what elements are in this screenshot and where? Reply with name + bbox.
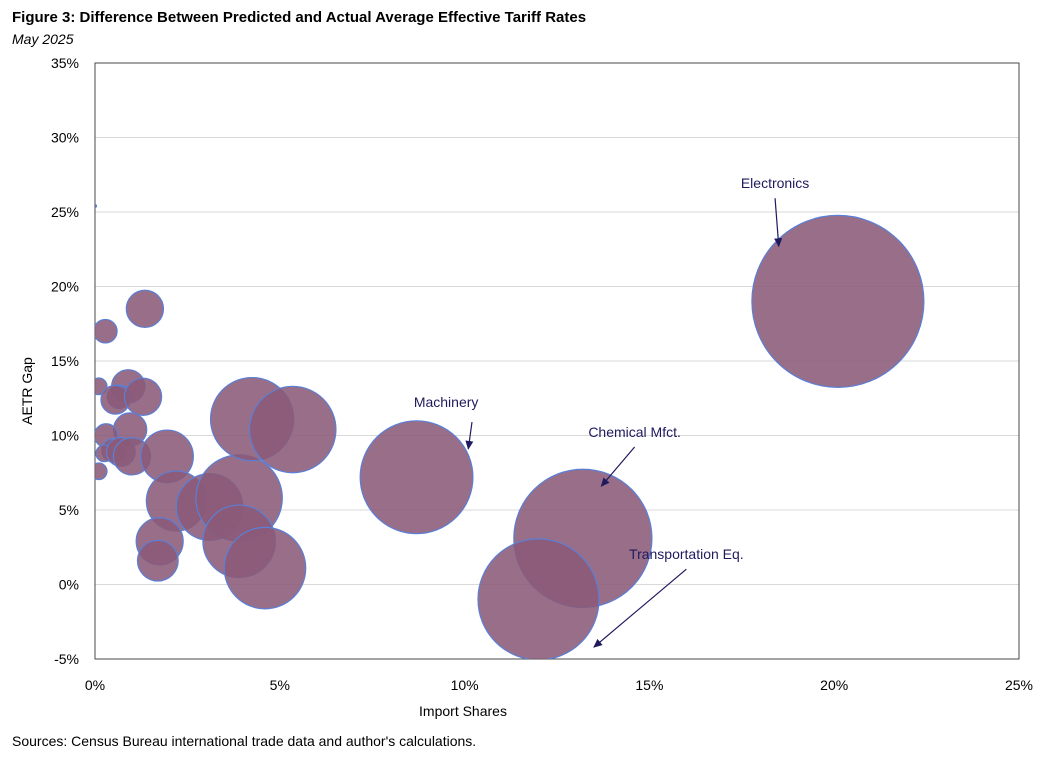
bubble bbox=[136, 539, 179, 582]
annotations: Electronics Machinery Chemical Mfct. Transp… bbox=[414, 175, 809, 648]
y-tick-label: 25% bbox=[51, 204, 79, 220]
x-tick-label: 0% bbox=[85, 677, 105, 693]
annotation-arrow bbox=[593, 568, 687, 648]
bubble bbox=[123, 377, 163, 416]
bubble-machinery bbox=[359, 420, 474, 535]
y-tick-label: 30% bbox=[51, 130, 79, 146]
annotation-arrow bbox=[774, 198, 783, 248]
x-tick-label: 10% bbox=[451, 677, 479, 693]
y-axis-label: AETR Gap bbox=[19, 357, 35, 425]
y-tick-label: 15% bbox=[51, 353, 79, 369]
annotation-arrow bbox=[465, 422, 474, 450]
x-axis-label: Import Shares bbox=[419, 703, 507, 719]
bubble bbox=[248, 385, 337, 474]
x-tick-label: 20% bbox=[820, 677, 848, 693]
bubble bbox=[223, 526, 307, 610]
x-tick-label: 5% bbox=[270, 677, 290, 693]
bubble-series bbox=[95, 203, 925, 659]
plot-area bbox=[94, 62, 1020, 660]
bubble bbox=[95, 203, 98, 209]
x-tick-label: 15% bbox=[635, 677, 663, 693]
y-tick-label: -5% bbox=[54, 651, 79, 667]
bubble bbox=[95, 462, 108, 481]
annotation-label: Electronics bbox=[741, 175, 809, 191]
bubble bbox=[125, 289, 165, 329]
annotation-label: Transportation Eq. bbox=[629, 546, 744, 562]
y-tick-label: 5% bbox=[59, 502, 79, 518]
chart-title: Figure 3: Difference Between Predicted a… bbox=[12, 9, 587, 26]
bubble-transportation-eq bbox=[477, 538, 600, 659]
y-tick-label: 20% bbox=[51, 279, 79, 295]
annotation-label: Chemical Mfct. bbox=[588, 424, 681, 440]
annotation-arrow bbox=[600, 446, 636, 487]
y-tick-label: 35% bbox=[51, 55, 79, 71]
x-axis-ticks: 0% 5% 10% 15% 20% 25% bbox=[85, 677, 1033, 693]
y-tick-label: 0% bbox=[59, 577, 79, 593]
annotation-label: Machinery bbox=[414, 394, 479, 410]
bubble bbox=[95, 318, 118, 344]
chart-subtitle: May 2025 bbox=[12, 31, 74, 47]
bubble-electronics bbox=[751, 214, 925, 388]
x-tick-label: 25% bbox=[1005, 677, 1033, 693]
y-axis-ticks: -5% 0% 5% 10% 15% 20% 25% 30% 35% bbox=[51, 55, 79, 667]
y-tick-label: 10% bbox=[51, 428, 79, 444]
source-note: Sources: Census Bureau international tra… bbox=[12, 733, 477, 749]
